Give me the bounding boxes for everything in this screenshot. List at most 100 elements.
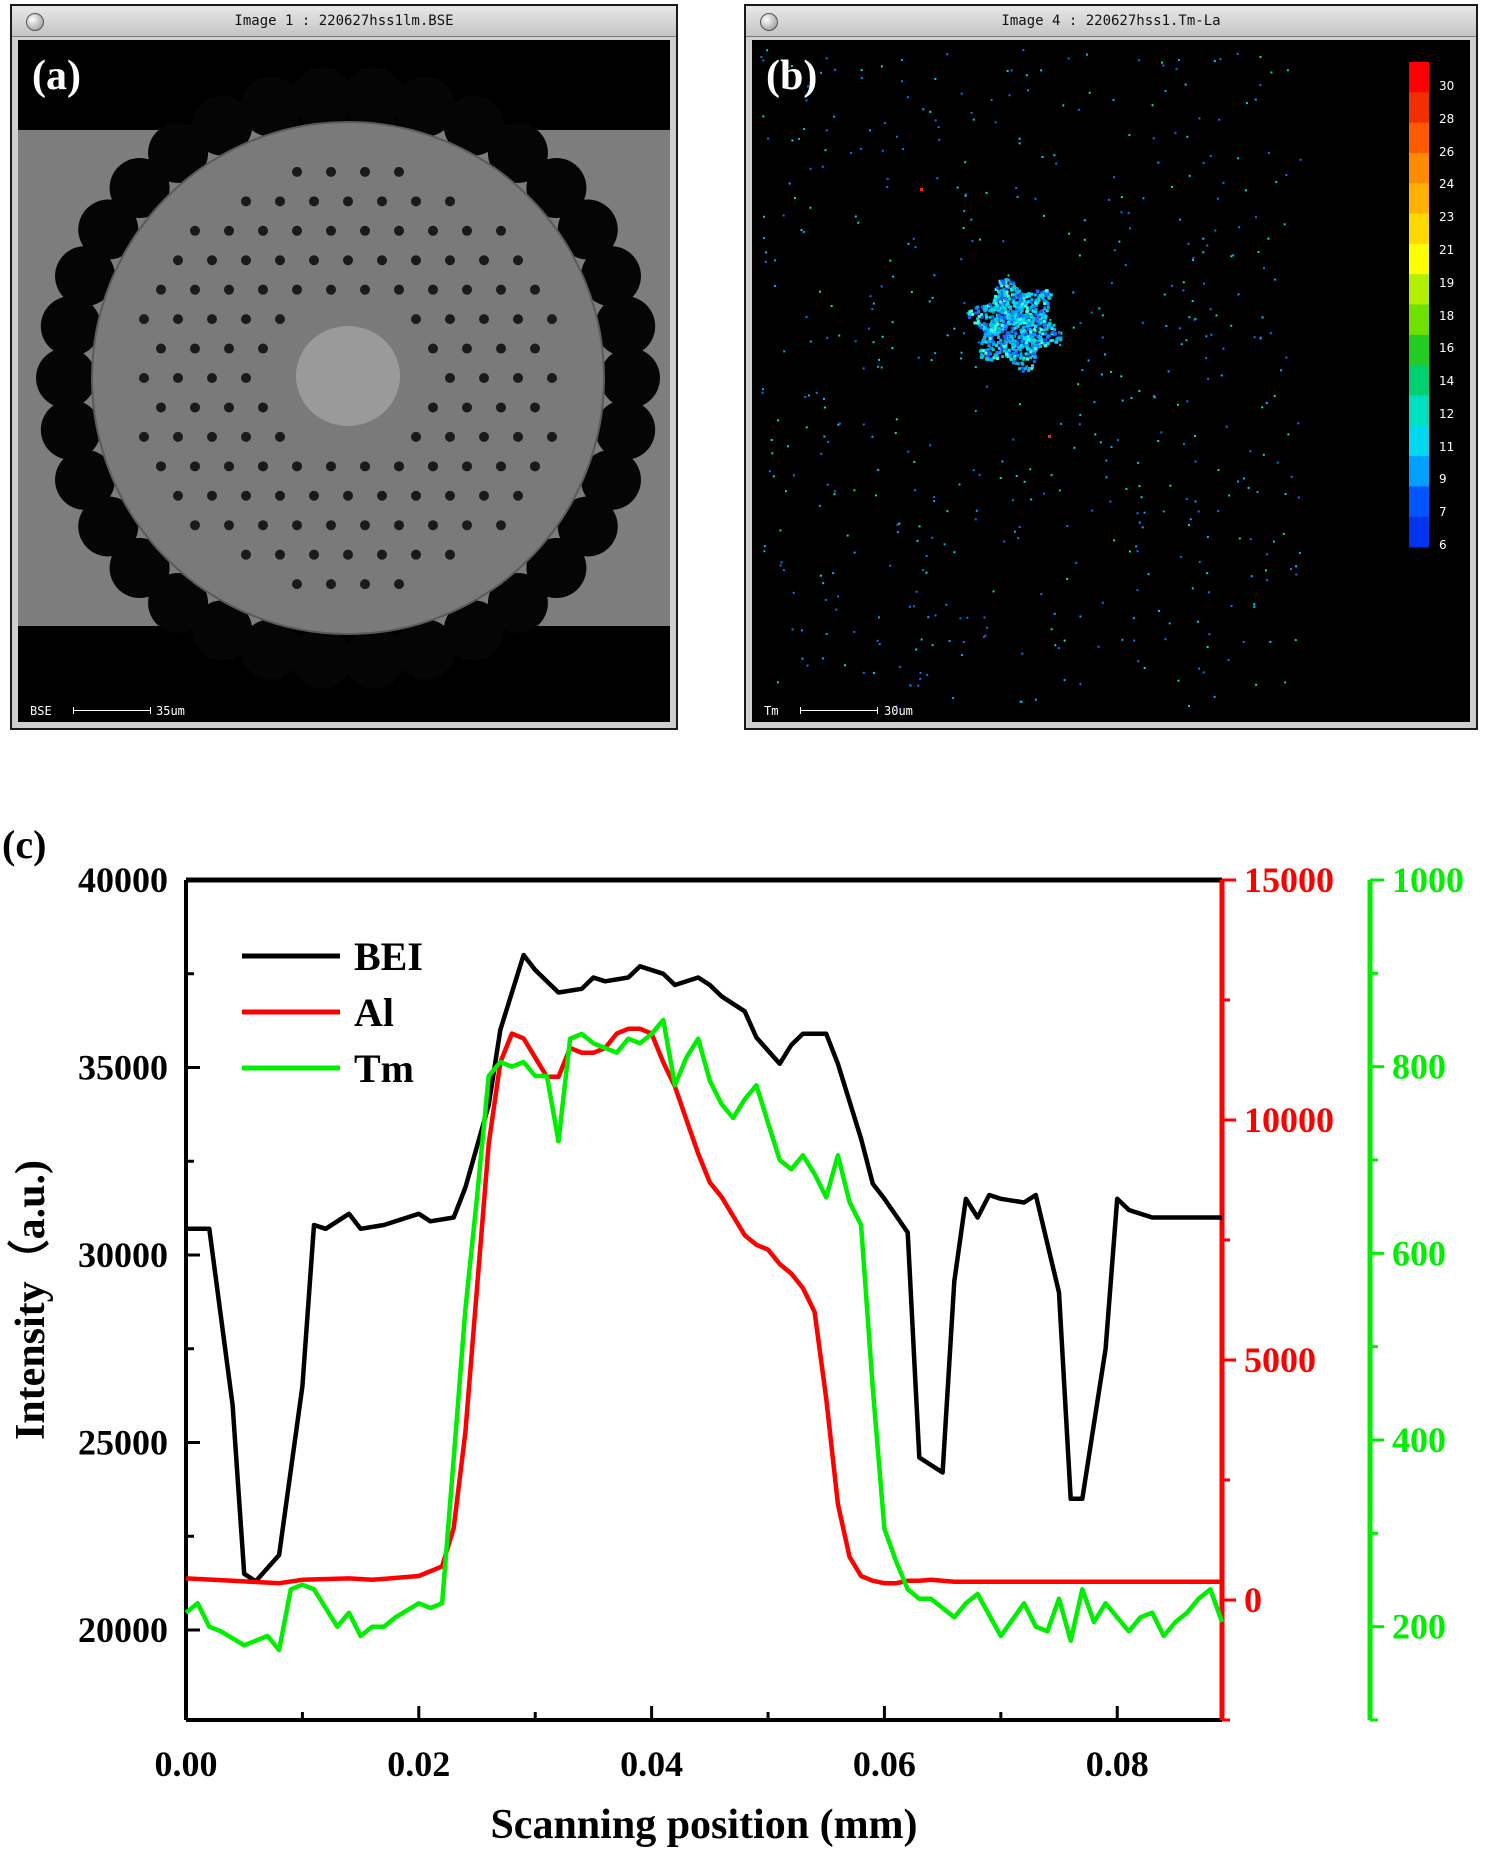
tm-signal-pixel	[1209, 308, 1212, 311]
tm-signal-pixel	[1054, 644, 1057, 647]
tm-signal-pixel	[985, 191, 988, 194]
tm-signal-pixel	[1113, 176, 1116, 179]
tm-signal-pixel	[936, 177, 939, 180]
tm-signal-pixel	[833, 490, 836, 493]
tm-signal-pixel	[800, 228, 803, 231]
tm-core-pixel	[1002, 290, 1006, 294]
air-hole	[411, 549, 421, 560]
tm-core-pixel	[982, 307, 986, 311]
tm-signal-pixel	[1063, 639, 1066, 642]
tm-signal-pixel	[1136, 512, 1139, 515]
tm-core-pixel	[998, 293, 1002, 297]
tm-signal-pixel	[1273, 394, 1276, 397]
air-hole	[377, 196, 387, 207]
tm-core-pixel	[1000, 284, 1004, 288]
tm-signal-pixel	[1105, 459, 1108, 462]
tm-signal-pixel	[761, 388, 764, 391]
tm-core-pixel	[1034, 347, 1038, 351]
tm-core-pixel	[1035, 289, 1039, 293]
tm-core-pixel	[998, 297, 1002, 301]
tm-core-pixel	[1016, 343, 1020, 347]
cladding-capillary	[395, 76, 456, 137]
air-hole	[360, 520, 370, 531]
air-hole	[190, 225, 200, 236]
tm-signal-pixel	[1217, 510, 1220, 513]
air-hole	[207, 373, 217, 383]
tm-core-pixel	[1017, 310, 1021, 314]
tm-core-pixel	[991, 333, 995, 337]
tm-core-pixel	[1031, 316, 1035, 320]
tm-core-pixel	[1019, 354, 1023, 358]
tm-signal-pixel	[1012, 281, 1015, 284]
tm-signal-pixel	[837, 595, 840, 598]
window-menu-icon[interactable]	[26, 13, 44, 31]
tm-signal-pixel	[818, 504, 821, 507]
tm-signal-pixel	[900, 59, 903, 62]
tm-core-pixel	[1045, 309, 1049, 313]
tm-signal-pixel	[1198, 560, 1201, 563]
tm-signal-pixel	[1121, 399, 1124, 402]
air-hole	[496, 225, 506, 236]
air-hole	[241, 490, 251, 501]
tm-signal-pixel	[807, 394, 810, 397]
tm-signal-pixel	[1198, 117, 1201, 120]
window-menu-icon[interactable]	[760, 13, 778, 31]
tm-core-pixel	[1038, 332, 1042, 336]
tm-signal-pixel	[1124, 264, 1127, 267]
tm-signal-pixel	[1116, 439, 1119, 442]
tm-core-pixel	[1035, 303, 1039, 307]
cladding-capillary	[240, 619, 301, 680]
tm-core-pixel	[1027, 347, 1031, 351]
tm-core-pixel	[1014, 339, 1018, 343]
tm-signal-pixel	[1209, 155, 1212, 158]
tm-core-pixel	[984, 313, 988, 317]
cladding-capillary	[580, 246, 641, 307]
tm-signal-pixel	[1083, 238, 1086, 241]
tm-core-pixel	[1041, 332, 1045, 336]
tm-signal-pixel	[966, 616, 969, 619]
tm-core-pixel	[1018, 314, 1022, 318]
tm-core-pixel	[1021, 345, 1025, 349]
tm-core-pixel	[1011, 288, 1015, 292]
tm-core-pixel	[1026, 300, 1030, 304]
tm-core-pixel	[996, 357, 1000, 361]
tm-signal-pixel	[922, 108, 925, 111]
tm-signal-pixel	[1078, 108, 1081, 111]
air-hole	[479, 490, 489, 501]
tm-signal-pixel	[974, 518, 977, 521]
tm-signal-pixel	[1066, 524, 1069, 527]
tm-core-pixel	[1004, 322, 1008, 326]
colorbar-tick-label: 6	[1439, 538, 1447, 552]
tm-signal-pixel	[823, 435, 826, 438]
tm-signal-pixel	[1105, 476, 1108, 479]
tm-signal-pixel	[1059, 344, 1062, 347]
tm-signal-pixel	[908, 605, 911, 608]
tm-signal-pixel	[979, 238, 982, 241]
y-right-tm-tick-label: 1000	[1392, 860, 1464, 900]
tm-signal-pixel	[1218, 118, 1221, 121]
tm-core-pixel	[1035, 334, 1039, 338]
tm-signal-pixel	[894, 432, 897, 435]
tm-core-pixel	[1020, 361, 1024, 365]
tm-signal-pixel	[1073, 446, 1076, 449]
tm-core-pixel	[1029, 332, 1033, 336]
tm-core-pixel	[1019, 356, 1023, 360]
tm-core-pixel	[1012, 301, 1016, 305]
tm-signal-pixel	[1167, 370, 1170, 373]
tm-core-pixel	[1028, 367, 1032, 371]
tm-core-pixel	[983, 330, 987, 334]
tm-signal-pixel	[1254, 216, 1257, 219]
tm-signal-pixel	[1261, 406, 1264, 409]
tm-signal-pixel	[867, 327, 870, 330]
tm-signal-pixel	[854, 215, 857, 218]
tm-core-pixel	[1001, 328, 1005, 332]
tm-signal-pixel	[869, 295, 872, 298]
air-hole	[343, 196, 353, 207]
tm-core-pixel	[999, 318, 1003, 322]
tm-core-pixel	[1012, 334, 1016, 338]
tm-signal-pixel	[963, 210, 966, 213]
tm-core-pixel	[1003, 316, 1007, 320]
tm-signal-pixel	[1083, 219, 1086, 222]
tm-core-pixel	[970, 309, 974, 313]
cladding-capillary	[443, 600, 504, 661]
